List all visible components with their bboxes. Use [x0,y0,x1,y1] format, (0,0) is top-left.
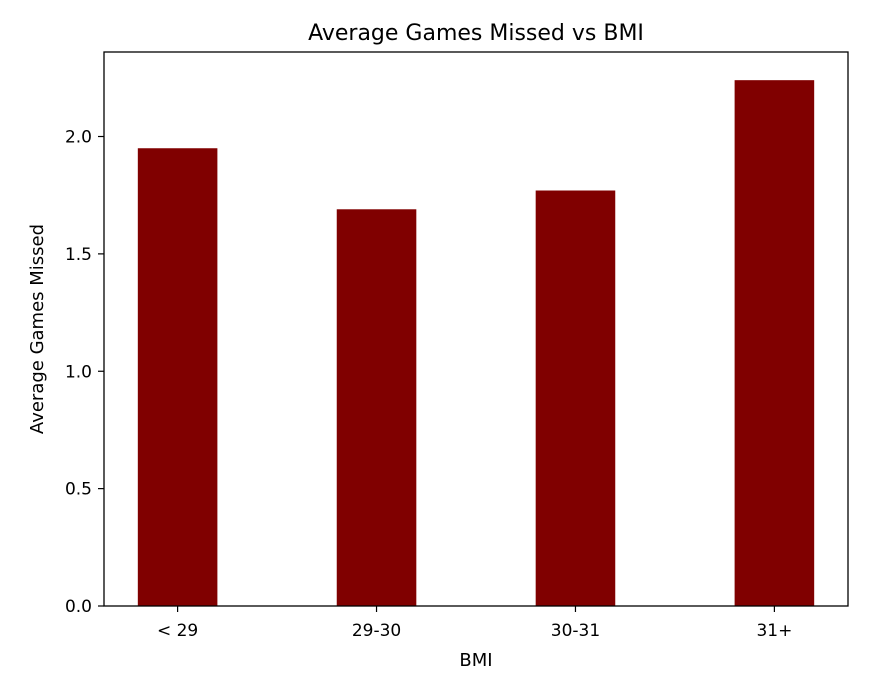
bar-1 [336,209,417,606]
plot-frame [103,51,849,607]
bar-2 [535,190,616,606]
bar-0 [137,148,218,606]
x-tick-label: 29-30 [352,621,401,641]
x-tick-label: 30-31 [551,621,600,641]
y-axis-label: Average Games Missed [27,224,48,434]
chart-title: Average Games Missed vs BMI [308,21,644,46]
y-tick-label: 2.0 [65,128,92,148]
y-tick-label: 1.0 [65,362,92,382]
x-tick-label: < 29 [157,621,198,641]
x-tick-label: 31+ [756,621,792,641]
bars-group [137,80,815,606]
y-axis-ticks: 0.0 0.5 1.0 1.5 2.0 [65,128,104,617]
bar-3 [734,80,815,606]
y-tick-label: 0.5 [65,480,92,500]
y-tick-label: 1.5 [65,245,92,265]
x-axis-ticks: < 29 29-30 30-31 31+ [157,606,792,641]
x-axis-label: BMI [459,650,492,671]
y-tick-label: 0.0 [65,597,92,617]
